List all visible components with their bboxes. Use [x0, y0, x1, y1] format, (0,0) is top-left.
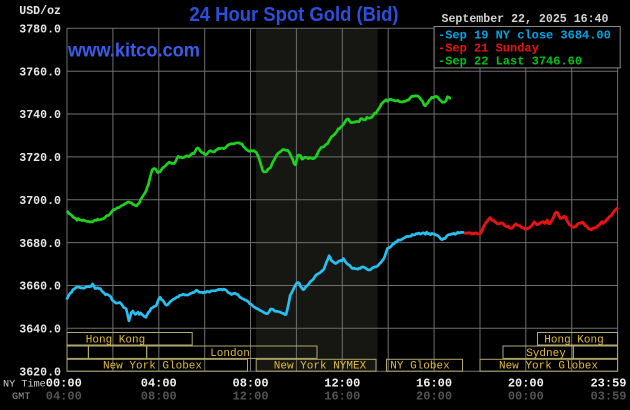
svg-text:Sydney: Sydney	[526, 348, 566, 360]
svg-text:23:59: 23:59	[590, 377, 626, 391]
svg-text:24 Hour Spot Gold (Bid): 24 Hour Spot Gold (Bid)	[190, 4, 399, 26]
svg-text:20:00: 20:00	[508, 377, 544, 391]
svg-text:12:00: 12:00	[324, 377, 360, 391]
svg-text:20:00: 20:00	[416, 389, 452, 403]
svg-text:NY Globex: NY Globex	[390, 361, 450, 373]
svg-text:3760.0: 3760.0	[19, 66, 61, 79]
svg-text:NY Time: NY Time	[3, 378, 46, 390]
svg-text:16:00: 16:00	[416, 377, 452, 391]
svg-text:3640.0: 3640.0	[19, 324, 61, 337]
svg-text:04:00: 04:00	[141, 377, 177, 391]
svg-text:12:00: 12:00	[233, 389, 269, 403]
svg-text:3680.0: 3680.0	[19, 238, 61, 251]
svg-text:London: London	[210, 348, 250, 360]
svg-text:New York Globex: New York Globex	[499, 361, 598, 373]
svg-text:08:00: 08:00	[233, 377, 269, 391]
svg-text:08:00: 08:00	[141, 389, 177, 403]
svg-text:3620.0: 3620.0	[19, 366, 61, 379]
svg-text:3720.0: 3720.0	[19, 152, 61, 165]
svg-text:3660.0: 3660.0	[19, 281, 61, 294]
svg-text:00:00: 00:00	[508, 389, 544, 403]
svg-text:04:00: 04:00	[46, 389, 82, 403]
svg-text:03:59: 03:59	[590, 389, 626, 403]
svg-text:3740.0: 3740.0	[19, 109, 61, 122]
svg-text:-Sep 22 Last 3746.60: -Sep 22 Last 3746.60	[438, 55, 582, 69]
svg-text:New York Globex: New York Globex	[103, 361, 202, 373]
svg-text:-Sep 19 NY close 3684.00: -Sep 19 NY close 3684.00	[438, 29, 611, 43]
svg-text:00:00: 00:00	[46, 377, 82, 391]
svg-text:New York NYMEX: New York NYMEX	[274, 361, 367, 373]
svg-text:-Sep 21 Sunday: -Sep 21 Sunday	[438, 42, 539, 56]
svg-text:16:00: 16:00	[324, 389, 360, 403]
svg-text:3700.0: 3700.0	[19, 195, 61, 208]
svg-text:GMT: GMT	[12, 392, 30, 403]
svg-text:www.kitco.com: www.kitco.com	[67, 39, 200, 61]
svg-text:September 22, 2025 16:40: September 22, 2025 16:40	[442, 13, 609, 26]
svg-text:Hong Kong: Hong Kong	[544, 335, 603, 347]
svg-text:Hong Kong: Hong Kong	[86, 335, 145, 347]
svg-text:3780.0: 3780.0	[19, 24, 61, 37]
svg-text:USD/oz: USD/oz	[19, 5, 61, 18]
